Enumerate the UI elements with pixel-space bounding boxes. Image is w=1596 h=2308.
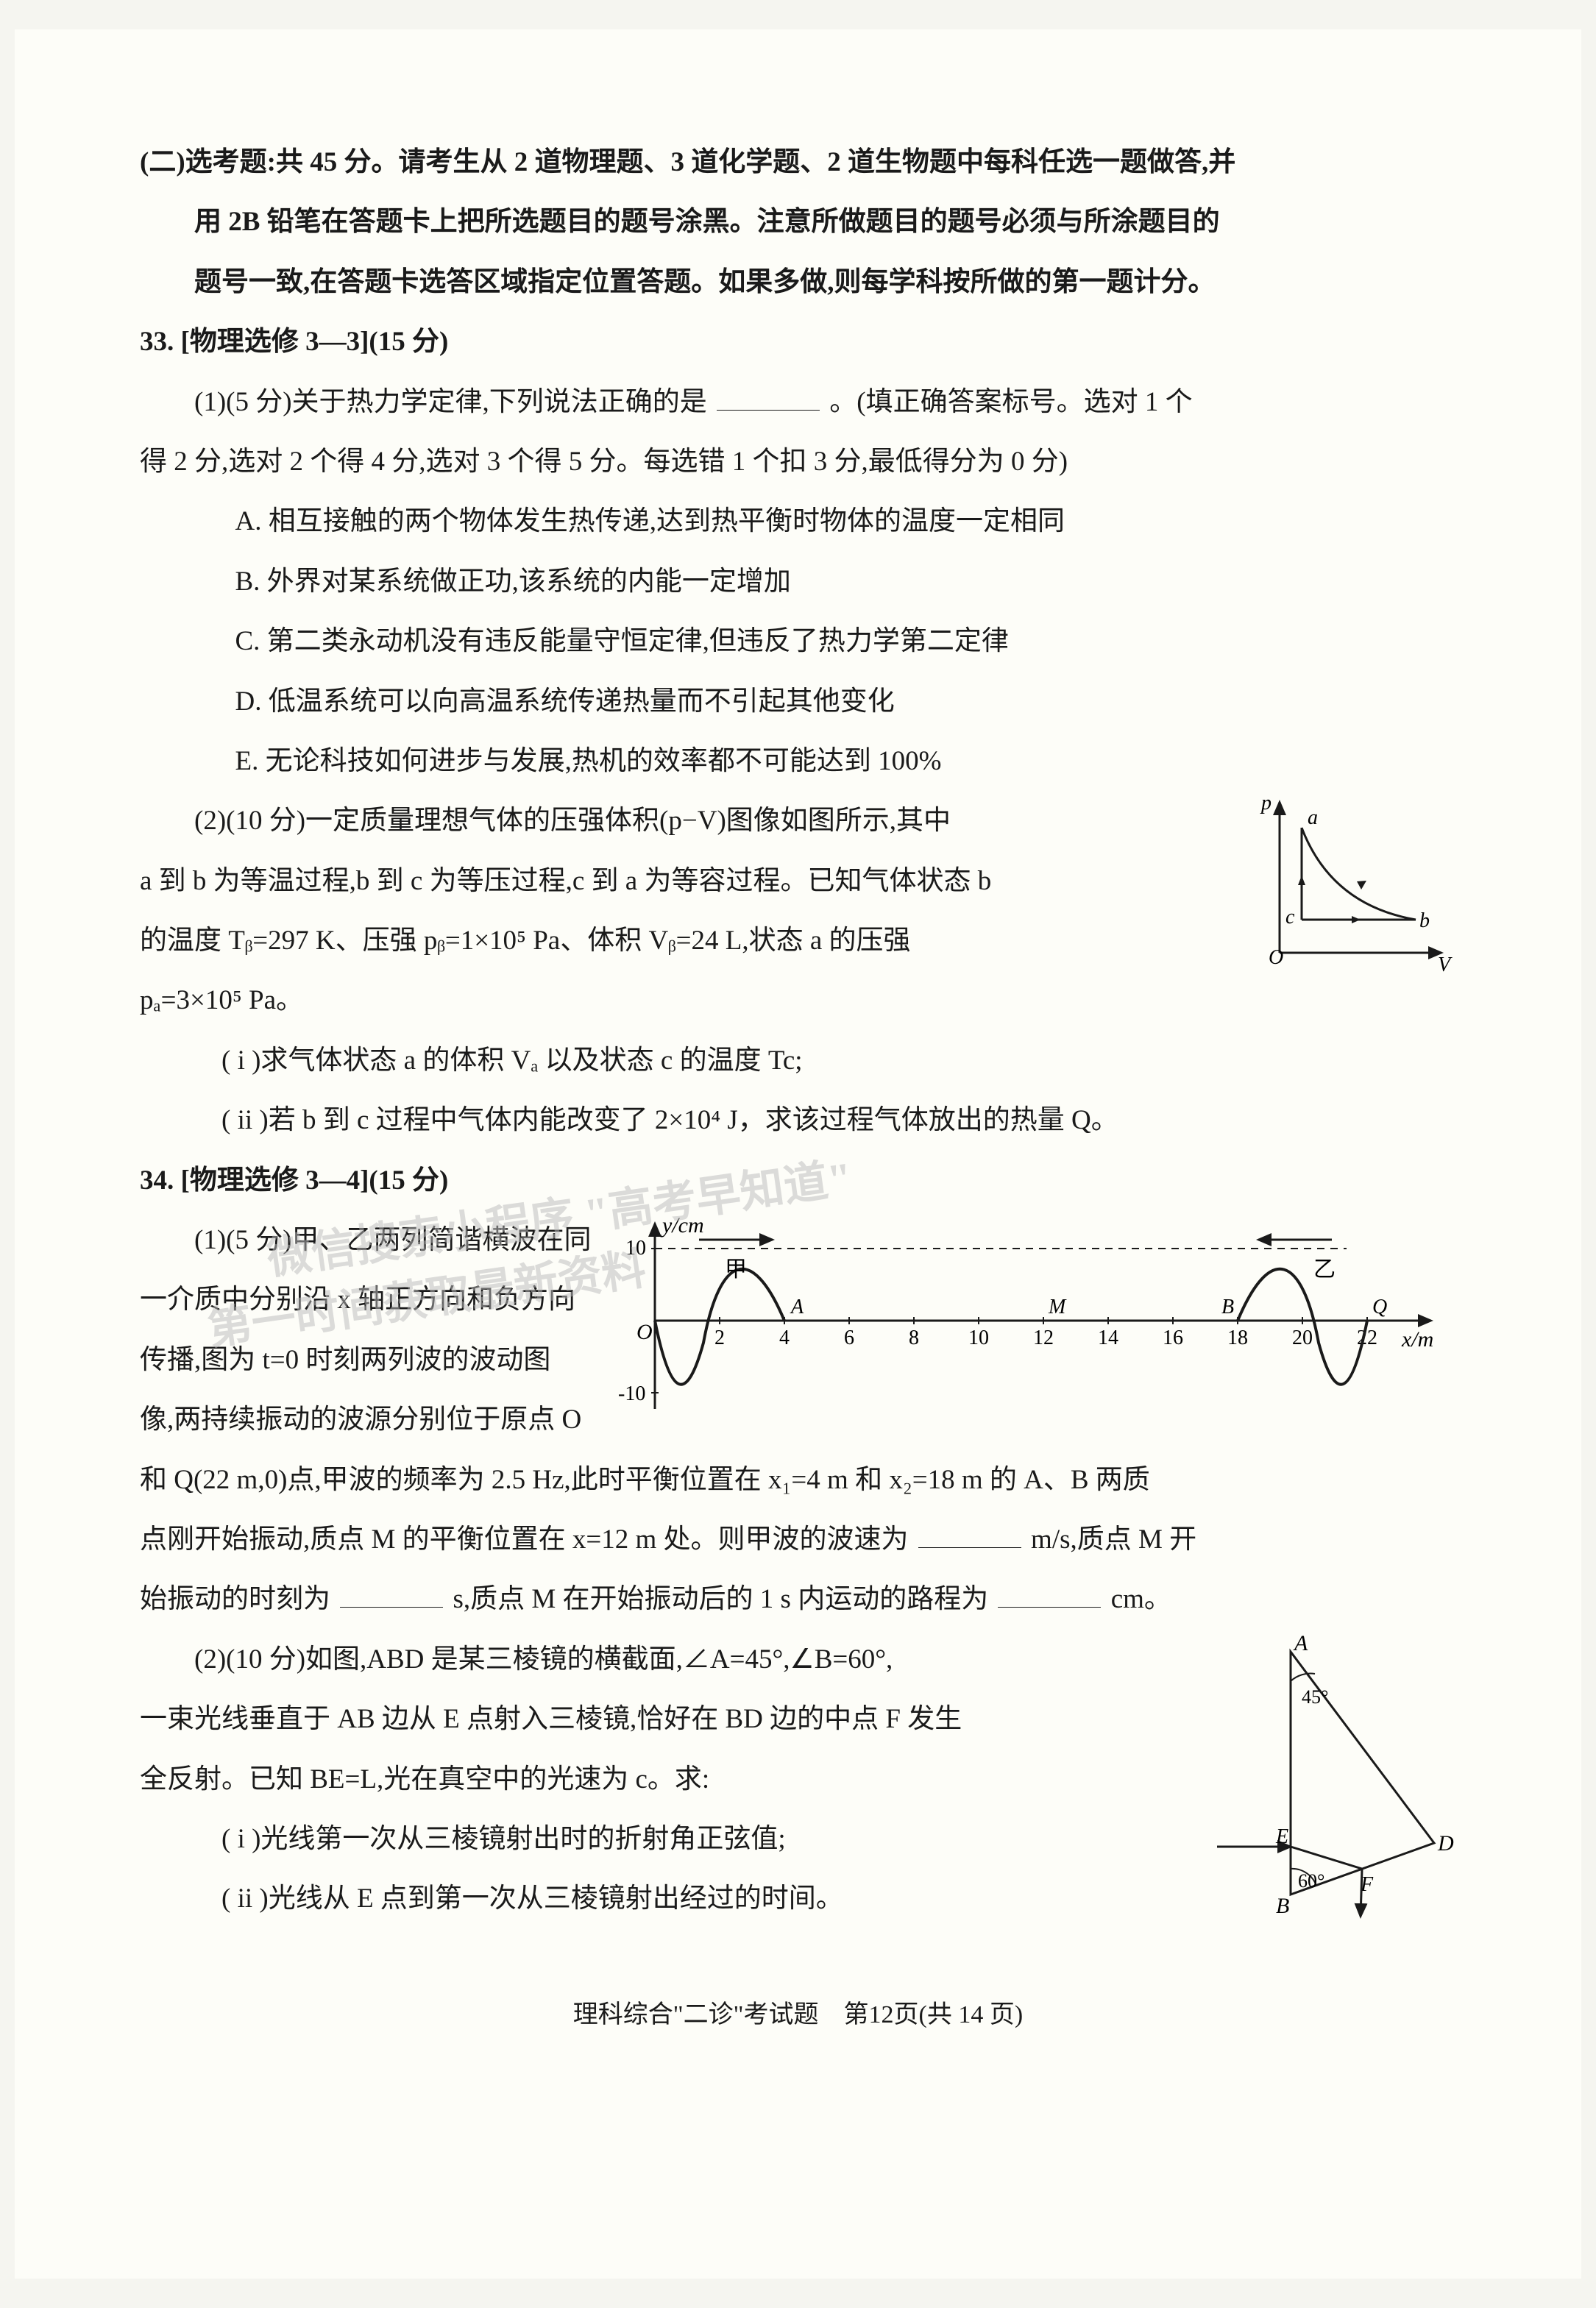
svg-text:45°: 45° bbox=[1302, 1686, 1328, 1708]
q34-p1-3: 传播,图为 t=0 时刻两列波的波动图 bbox=[140, 1330, 596, 1390]
q34-p1-5a: 和 Q(22 m,0)点,甲波的频率为 2.5 Hz,此时平衡位置在 x₁=4 … bbox=[140, 1450, 1456, 1510]
svg-text:10: 10 bbox=[625, 1237, 646, 1260]
svg-text:乙: 乙 bbox=[1313, 1257, 1336, 1282]
svg-text:y/cm: y/cm bbox=[660, 1213, 704, 1238]
svg-text:甲: 甲 bbox=[725, 1257, 747, 1282]
q33-sub-i: ( i )求气体状态 a 的体积 Vₐ 以及状态 c 的温度 Tc; bbox=[140, 1031, 1456, 1090]
svg-text:A: A bbox=[1293, 1631, 1308, 1655]
svg-text:A: A bbox=[790, 1296, 804, 1318]
q33-p1-1: (1)(5 分)关于热力学定律,下列说法正确的是 bbox=[194, 387, 707, 417]
q34-p1-line5b: 点刚开始振动,质点 M 的平衡位置在 x=12 m 处。则甲波的波速为 m/s,… bbox=[140, 1510, 1456, 1569]
svg-text:20: 20 bbox=[1292, 1327, 1313, 1349]
q34-part1-block: (1)(5 分)甲、乙两列简谐横波在同 一介质中分别沿 x 轴正方向和负方向 传… bbox=[140, 1210, 1456, 1450]
svg-text:Q: Q bbox=[1372, 1296, 1387, 1318]
svg-text:O: O bbox=[636, 1320, 653, 1344]
svg-text:b: b bbox=[1419, 909, 1430, 932]
q34-p1-1: (1)(5 分)甲、乙两列简谐横波在同 bbox=[140, 1210, 596, 1270]
q34-p1-line6: 始振动的时刻为 s,质点 M 在开始振动后的 1 s 内运动的路程为 cm。 bbox=[140, 1569, 1456, 1629]
svg-text:c: c bbox=[1285, 906, 1295, 928]
q34-p1-5b: 点刚开始振动,质点 M 的平衡位置在 x=12 m 处。则甲波的波速为 bbox=[140, 1524, 909, 1555]
svg-text:-10: -10 bbox=[618, 1382, 645, 1405]
q34-p1-6b: s,质点 M 在开始振动后的 1 s 内运动的路程为 bbox=[453, 1584, 989, 1614]
pv-figure: O V p a b c bbox=[1250, 791, 1456, 982]
q33-title: 33. [物理选修 3—3](15 分) bbox=[140, 312, 1456, 372]
svg-text:14: 14 bbox=[1098, 1327, 1118, 1349]
q34-p1-4: 像,两持续振动的波源分别位于原点 O bbox=[140, 1390, 596, 1449]
q33-p1-3: 得 2 分,选对 2 个得 4 分,选对 3 个得 5 分。每选错 1 个扣 3… bbox=[140, 432, 1456, 491]
svg-text:M: M bbox=[1048, 1296, 1067, 1318]
section-header: (二)选考题:共 45 分。请考生从 2 道物理题、3 道化学题、2 道生物题中… bbox=[140, 132, 1456, 312]
svg-text:a: a bbox=[1308, 806, 1318, 829]
svg-text:B: B bbox=[1276, 1894, 1289, 1918]
q33-p2-3: 的温度 Tᵦ=297 K、压强 pᵦ=1×10⁵ Pa、体积 Vᵦ=24 L,状… bbox=[140, 911, 1235, 970]
svg-text:p: p bbox=[1260, 792, 1272, 814]
answer-blank bbox=[717, 383, 820, 411]
header-line: (二)选考题:共 45 分。请考生从 2 道物理题、3 道化学题、2 道生物题中… bbox=[140, 132, 1456, 192]
answer-blank bbox=[340, 1580, 443, 1608]
q34-p2-2: 一束光线垂直于 AB 边从 E 点射入三棱镜,恰好在 BD 边的中点 F 发生 bbox=[140, 1689, 1191, 1749]
svg-text:D: D bbox=[1437, 1831, 1454, 1856]
q33-optB: B. 外界对某系统做正功,该系统的内能一定增加 bbox=[140, 552, 1456, 611]
svg-text:60°: 60° bbox=[1298, 1870, 1324, 1892]
q34-p1-6c: cm。 bbox=[1111, 1584, 1171, 1614]
q34-p1-6a: 始振动的时刻为 bbox=[140, 1584, 330, 1614]
q33-p2-2: a 到 b 为等温过程,b 到 c 为等压过程,c 到 a 为等容过程。已知气体… bbox=[140, 851, 1235, 911]
svg-text:x/m: x/m bbox=[1401, 1327, 1433, 1352]
q34-part2-block: (2)(10 分)如图,ABD 是某三棱镜的横截面,∠A=45°,∠B=60°,… bbox=[140, 1630, 1456, 1929]
svg-text:2: 2 bbox=[714, 1327, 725, 1349]
answer-blank bbox=[918, 1521, 1021, 1548]
header-line: 用 2B 铅笔在答题卡上把所选题目的题号涂黑。注意所做题目的题号必须与所涂题目的 bbox=[140, 192, 1456, 252]
q33-optD: D. 低温系统可以向高温系统传递热量而不引起其他变化 bbox=[140, 672, 1456, 731]
exam-page: (二)选考题:共 45 分。请考生从 2 道物理题、3 道化学题、2 道生物题中… bbox=[15, 29, 1581, 2279]
svg-text:E: E bbox=[1275, 1825, 1288, 1848]
header-line: 题号一致,在答题卡选答区域指定位置答题。如果多做,则每学科按所做的第一题计分。 bbox=[140, 252, 1456, 312]
q33-part2-block: (2)(10 分)一定质量理想气体的压强体积(p−V)图像如图所示,其中 a 到… bbox=[140, 791, 1456, 1031]
answer-blank bbox=[998, 1580, 1101, 1608]
q34-p2-1: (2)(10 分)如图,ABD 是某三棱镜的横截面,∠A=45°,∠B=60°, bbox=[140, 1630, 1191, 1689]
q33-sub-ii: ( ii )若 b 到 c 过程中气体内能改变了 2×10⁴ J，求该过程气体放… bbox=[140, 1090, 1456, 1150]
q33-optE: E. 无论科技如何进步与发展,热机的效率都不可能达到 100% bbox=[140, 731, 1456, 791]
q34-p1-5c: m/s,质点 M 开 bbox=[1031, 1524, 1196, 1555]
q34-sub-ii: ( ii )光线从 E 点到第一次从三棱镜射出经过的时间。 bbox=[140, 1869, 1191, 1928]
svg-text:18: 18 bbox=[1227, 1327, 1248, 1349]
svg-text:O: O bbox=[1269, 946, 1283, 969]
svg-text:B: B bbox=[1221, 1296, 1234, 1318]
q33-part1: (1)(5 分)关于热力学定律,下列说法正确的是 。(填正确答案标号。选对 1 … bbox=[140, 372, 1456, 792]
q33-optA: A. 相互接触的两个物体发生热传递,达到热平衡时物体的温度一定相同 bbox=[140, 491, 1456, 551]
q34-title: 34. [物理选修 3—4](15 分) bbox=[140, 1151, 1456, 1210]
svg-text:10: 10 bbox=[968, 1327, 989, 1349]
q34-p2-3: 全反射。已知 BE=L,光在真空中的光速为 c。求: bbox=[140, 1750, 1191, 1809]
svg-text:4: 4 bbox=[779, 1327, 790, 1349]
page-footer: 理科综合"二诊"考试题 第12页(共 14 页) bbox=[140, 1988, 1456, 2043]
q34-sub-i: ( i )光线第一次从三棱镜射出时的折射角正弦值; bbox=[140, 1809, 1191, 1869]
svg-text:6: 6 bbox=[844, 1327, 854, 1349]
q34-p1-2: 一介质中分别沿 x 轴正方向和负方向 bbox=[140, 1270, 596, 1329]
prism-figure: A B D 45° 60° E F bbox=[1206, 1630, 1456, 1924]
svg-text:16: 16 bbox=[1163, 1327, 1183, 1349]
q33-p2-4: pₐ=3×10⁵ Pa。 bbox=[140, 970, 1235, 1030]
wave-figure: O y/cm x/m 10 -10 2 4 6 8 10 12 14 bbox=[611, 1210, 1450, 1424]
q33-p2-1: (2)(10 分)一定质量理想气体的压强体积(p−V)图像如图所示,其中 bbox=[140, 791, 1235, 851]
svg-text:12: 12 bbox=[1033, 1327, 1054, 1349]
svg-text:8: 8 bbox=[909, 1327, 919, 1349]
q33-p1-2: 。(填正确答案标号。选对 1 个 bbox=[829, 387, 1192, 417]
q33-optC: C. 第二类永动机没有违反能量守恒定律,但违反了热力学第二定律 bbox=[140, 611, 1456, 671]
svg-text:V: V bbox=[1438, 954, 1453, 976]
